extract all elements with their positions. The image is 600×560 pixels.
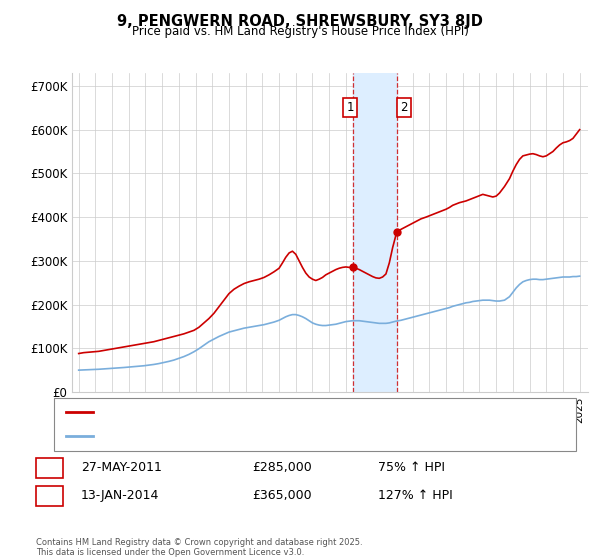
Text: Contains HM Land Registry data © Crown copyright and database right 2025.
This d: Contains HM Land Registry data © Crown c… (36, 538, 362, 557)
Text: 9, PENGWERN ROAD, SHREWSBURY, SY3 8JD: 9, PENGWERN ROAD, SHREWSBURY, SY3 8JD (117, 14, 483, 29)
Text: 75% ↑ HPI: 75% ↑ HPI (378, 461, 445, 474)
Text: 2: 2 (46, 489, 54, 502)
Bar (353, 73, 397, 392)
Text: 2: 2 (400, 101, 408, 114)
Text: HPI: Average price, semi-detached house, Shropshire: HPI: Average price, semi-detached house,… (99, 431, 390, 441)
Text: 1: 1 (346, 101, 354, 114)
Text: £365,000: £365,000 (252, 489, 311, 502)
Text: 13-JAN-2014: 13-JAN-2014 (81, 489, 160, 502)
Text: 9, PENGWERN ROAD, SHREWSBURY, SY3 8JD (semi-detached house): 9, PENGWERN ROAD, SHREWSBURY, SY3 8JD (s… (99, 408, 474, 418)
Text: 1: 1 (46, 461, 54, 474)
Text: 27-MAY-2011: 27-MAY-2011 (81, 461, 162, 474)
Text: Price paid vs. HM Land Registry's House Price Index (HPI): Price paid vs. HM Land Registry's House … (131, 25, 469, 38)
Text: £285,000: £285,000 (252, 461, 312, 474)
Text: 127% ↑ HPI: 127% ↑ HPI (378, 489, 453, 502)
